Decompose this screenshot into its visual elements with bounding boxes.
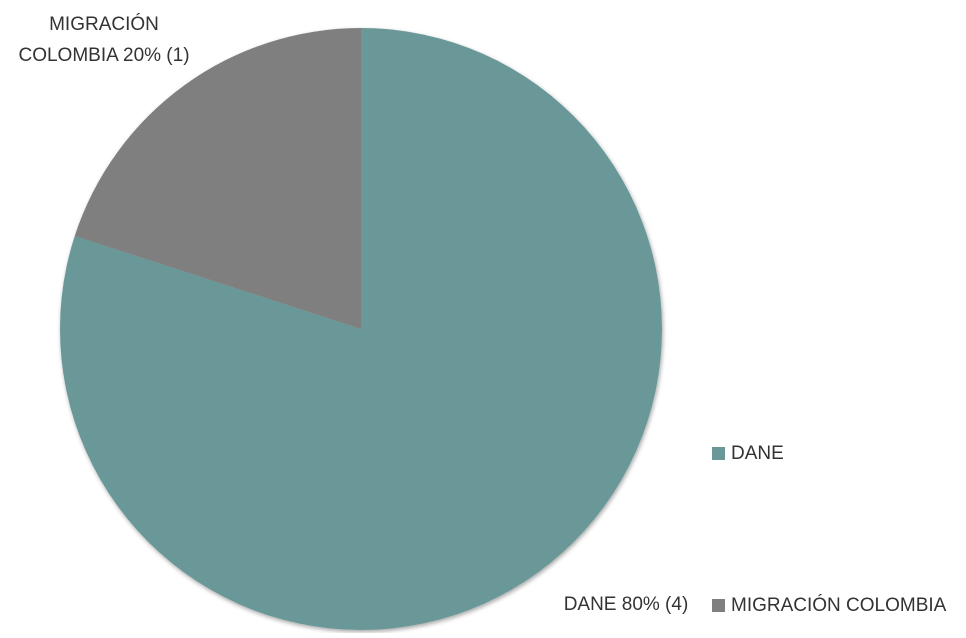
pie-slices bbox=[60, 28, 662, 631]
legend: DANE MIGRACIÓN COLOMBIA bbox=[712, 440, 962, 625]
legend-item-migracion-colombia[interactable]: MIGRACIÓN COLOMBIA bbox=[712, 596, 946, 615]
legend-label-dane: DANE bbox=[731, 443, 784, 464]
legend-item-dane[interactable]: DANE bbox=[712, 444, 784, 463]
legend-swatch-dane bbox=[712, 447, 725, 460]
pie-slice-dane[interactable] bbox=[60, 28, 662, 631]
data-label-migracion-colombia-line-1: MIGRACIÓN bbox=[49, 13, 159, 35]
pie-data-labels: DANE 80% (4) MIGRACIÓN COLOMBIA 20% (1) bbox=[18, 13, 688, 615]
data-label-migracion-colombia: MIGRACIÓN COLOMBIA 20% (1) bbox=[18, 13, 189, 66]
legend-swatch-migracion-colombia bbox=[712, 599, 725, 612]
data-label-migracion-colombia-line-2: COLOMBIA 20% (1) bbox=[18, 45, 189, 66]
legend-label-migracion-colombia: MIGRACIÓN COLOMBIA bbox=[731, 595, 947, 616]
data-label-dane: DANE 80% (4) bbox=[564, 594, 689, 615]
pie-slice-migracion-colombia[interactable] bbox=[74, 28, 361, 329]
